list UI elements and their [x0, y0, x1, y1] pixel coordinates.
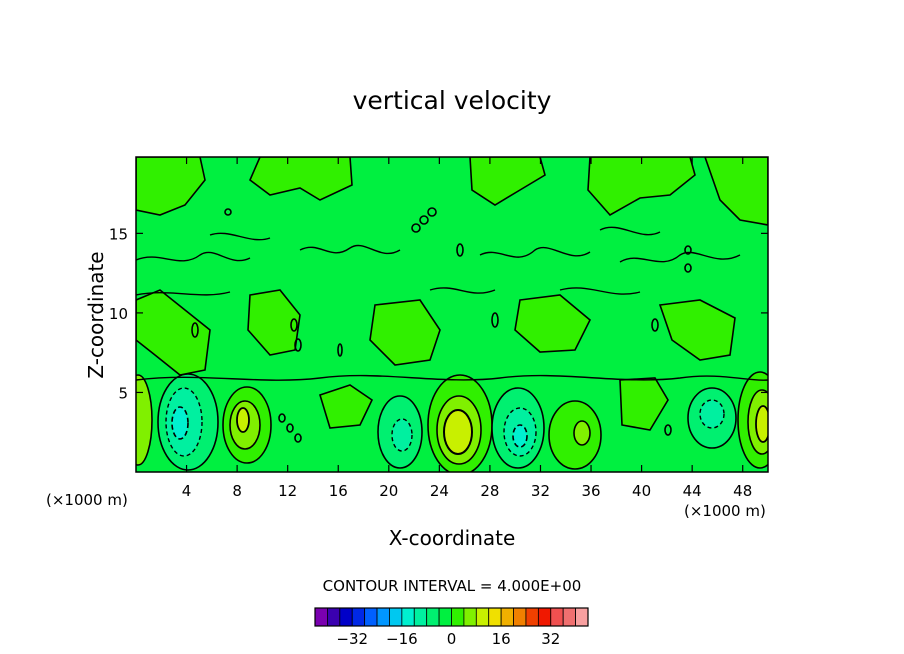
contour-cell-downdraft: [391, 418, 413, 452]
contour-patch-positive: [136, 289, 211, 376]
colorbar-tick-label: 32: [541, 630, 560, 648]
contour-cell-downdraft: [512, 424, 528, 448]
colorbar: −32 −16 0 16 32: [314, 607, 589, 648]
colorbar-swatch: [389, 607, 403, 627]
y-tick-label: 15: [109, 225, 128, 243]
contour-cell-updraft: [443, 409, 473, 455]
x-tick-label: 48: [733, 482, 752, 500]
x-tick-label: 40: [632, 482, 651, 500]
colorbar-swatch: [475, 607, 490, 627]
x-tick-label: 12: [278, 482, 297, 500]
x-tick-label: 36: [581, 482, 600, 500]
colorbar-swatch: [339, 607, 353, 627]
x-tick-label: 20: [379, 482, 398, 500]
colorbar-tick-label: −32: [336, 630, 368, 648]
colorbar-swatch: [327, 607, 341, 627]
contour-patch-positive: [658, 299, 736, 361]
colorbar-frame: [314, 607, 589, 627]
colorbar-tick-label: 16: [492, 630, 511, 648]
plot-frame: [135, 156, 769, 473]
x-tick-label: 44: [683, 482, 702, 500]
colorbar-swatch: [376, 607, 390, 627]
contour-patch-positive: [249, 157, 353, 201]
colorbar-swatch: [451, 607, 465, 627]
colorbar-tick-label: −16: [386, 630, 418, 648]
chart-title: vertical velocity: [352, 86, 552, 115]
contour-patch-positive: [704, 157, 768, 226]
x-axis-ticks: 4 8 12 16 20 24 28 32 36 40 44 48: [182, 157, 752, 500]
x-tick-label: 8: [232, 482, 242, 500]
colorbar-swatch: [488, 607, 502, 627]
contour-cell-updraft: [236, 407, 250, 433]
colorbar-swatch: [575, 607, 589, 627]
x-tick-label: 24: [430, 482, 449, 500]
colorbar-swatch: [525, 607, 539, 627]
y-tick-label: 5: [118, 384, 128, 402]
contour-cell-downdraft: [171, 406, 189, 440]
x-tick-label: 4: [182, 482, 192, 500]
colorbar-swatch: [438, 607, 452, 627]
colorbar-swatch: [500, 607, 514, 627]
contour-cell-updraft: [136, 374, 153, 466]
colorbar-swatch: [513, 607, 527, 627]
y-tick-label: 10: [109, 305, 128, 323]
colorbar-swatch: [463, 607, 477, 627]
contour-patch-positive: [369, 299, 441, 366]
contour-cell-downdraft: [699, 399, 725, 429]
colorbar-swatch: [351, 607, 366, 627]
colorbar-swatch: [550, 607, 564, 627]
contour-patch-positive: [619, 377, 669, 431]
x-tick-label: 28: [480, 482, 499, 500]
contour-patch-positive: [319, 384, 374, 429]
colorbar-swatch: [314, 607, 328, 627]
contour-patch-positive: [514, 294, 591, 353]
contour-blobs: [191, 207, 692, 443]
contour-cell-updraft: [755, 405, 768, 443]
contour-patch-positive: [247, 289, 301, 356]
x-axis-unit: (×1000 m): [684, 502, 766, 520]
x-axis-label: X-coordinate: [388, 526, 516, 550]
colorbar-swatch: [401, 607, 415, 627]
colorbar-swatch: [562, 607, 576, 627]
contour-patch-positive: [469, 157, 546, 206]
x-tick-label: 32: [531, 482, 550, 500]
y-axis-unit: (×1000 m): [46, 491, 128, 509]
contour-cell-updraft: [573, 420, 591, 446]
colorbar-tick-label: 0: [447, 630, 457, 648]
colorbar-swatch: [364, 607, 378, 627]
colorbar-swatch: [426, 607, 440, 627]
contour-patch-positive: [136, 157, 206, 216]
colorbar-swatch: [413, 607, 428, 627]
x-tick-label: 16: [329, 482, 348, 500]
y-axis-ticks: 5 10 15: [109, 225, 768, 402]
contour-patch-positive: [587, 157, 696, 217]
contour-noise: [136, 226, 768, 381]
y-axis-label: Z-coordinate: [84, 251, 108, 379]
contour-interval-label: CONTOUR INTERVAL = 4.000E+00: [322, 577, 582, 595]
colorbar-swatch: [537, 607, 552, 627]
